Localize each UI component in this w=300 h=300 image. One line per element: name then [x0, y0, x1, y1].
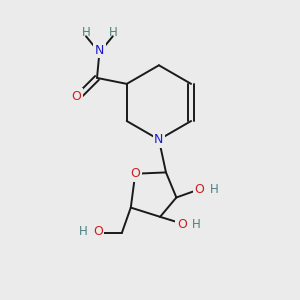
Text: O: O	[130, 167, 140, 180]
Text: H: H	[210, 183, 219, 196]
Text: O: O	[177, 218, 187, 231]
Text: O: O	[71, 90, 81, 103]
Text: H: H	[82, 26, 90, 39]
Text: H: H	[192, 218, 201, 231]
Text: H: H	[79, 226, 87, 238]
Text: N: N	[154, 133, 164, 146]
Text: O: O	[195, 183, 205, 196]
Text: O: O	[93, 226, 103, 238]
Text: H: H	[108, 26, 117, 39]
Text: N: N	[95, 44, 104, 57]
